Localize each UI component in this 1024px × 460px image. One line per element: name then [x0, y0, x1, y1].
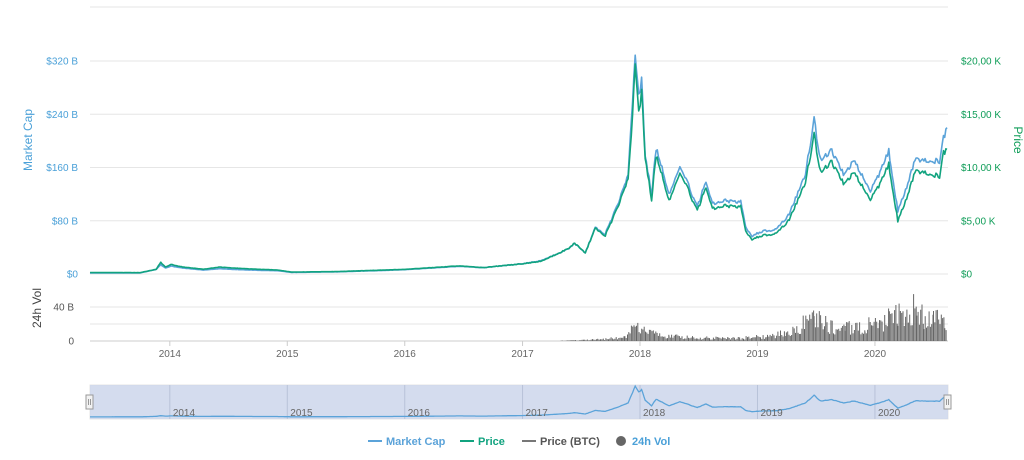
legend-label: 24h Vol	[632, 436, 670, 448]
left-tick-label: $320 B	[46, 57, 78, 68]
right-axis-title: Price	[1011, 126, 1024, 154]
x-tick-label: 2015	[276, 349, 299, 360]
navigator-series	[90, 384, 948, 418]
legend: Market Cap Price Price (BTC) 24h Vol	[368, 436, 670, 448]
right-tick-label: $0	[961, 270, 973, 281]
legend-label: Market Cap	[386, 436, 446, 448]
navigator-tick-label: 2017	[526, 408, 549, 419]
navigator-right-handle[interactable]	[943, 394, 952, 410]
x-tick-label: 2018	[629, 349, 652, 360]
x-tick-label: 2019	[746, 349, 769, 360]
navigator-tick-label: 2014	[173, 408, 196, 419]
right-tick-label: $5,00 K	[961, 216, 996, 227]
legend-label: Price	[478, 436, 505, 448]
navigator-selection[interactable]	[90, 385, 948, 419]
price-series	[89, 63, 948, 274]
right-tick-label: $10,00 K	[961, 163, 1001, 174]
x-axis-ticks: 2014 2015 2016 2017 2018 2019 2020	[159, 341, 887, 360]
volume-axis-ticks: 0 40 B	[53, 303, 74, 348]
volume-tick-label: 0	[68, 337, 74, 348]
volume-axis-title: 24h Vol	[30, 288, 44, 328]
legend-item[interactable]: Price (BTC)	[522, 436, 600, 448]
legend-item[interactable]: Price	[460, 436, 505, 448]
navigator-tick-label: 2016	[408, 408, 431, 419]
legend-item[interactable]: 24h Vol	[616, 436, 670, 448]
navigator-gridlines	[169, 385, 876, 419]
x-tick-label: 2017	[511, 349, 534, 360]
navigator-left-handle[interactable]	[85, 394, 94, 410]
right-tick-label: $20,00 K	[961, 57, 1001, 68]
legend-label: Price (BTC)	[540, 436, 600, 448]
legend-circle-symbol	[616, 436, 626, 446]
legend-item[interactable]: Market Cap	[368, 436, 446, 448]
x-tick-label: 2020	[864, 349, 887, 360]
x-tick-label: 2016	[394, 349, 417, 360]
volume-tick-label: 40 B	[53, 303, 74, 314]
left-tick-label: $160 B	[46, 163, 78, 174]
volume-series	[560, 294, 947, 341]
left-axis-title: Market Cap	[21, 109, 35, 171]
left-tick-label: $0	[67, 270, 79, 281]
navigator-tick-label: 2020	[878, 408, 901, 419]
left-axis-ticks: $0 $80 B $160 B $240 B $320 B	[46, 57, 78, 281]
navigator[interactable]: 2014 2015 2016 2017 2018 2019 2020	[85, 384, 952, 420]
navigator-tick-label: 2018	[643, 408, 666, 419]
right-tick-label: $15,00 K	[961, 110, 1001, 121]
navigator-tick-label: 2015	[290, 408, 313, 419]
navigator-x-ticks: 2014 2015 2016 2017 2018 2019 2020	[173, 408, 901, 419]
left-tick-label: $80 B	[52, 216, 78, 227]
left-tick-label: $240 B	[46, 110, 78, 121]
x-tick-label: 2014	[159, 349, 182, 360]
right-axis-ticks: $0 $5,00 K $10,00 K $15,00 K $20,00 K	[961, 57, 1001, 281]
main-gridlines	[90, 60, 948, 275]
navigator-tick-label: 2019	[760, 408, 783, 419]
